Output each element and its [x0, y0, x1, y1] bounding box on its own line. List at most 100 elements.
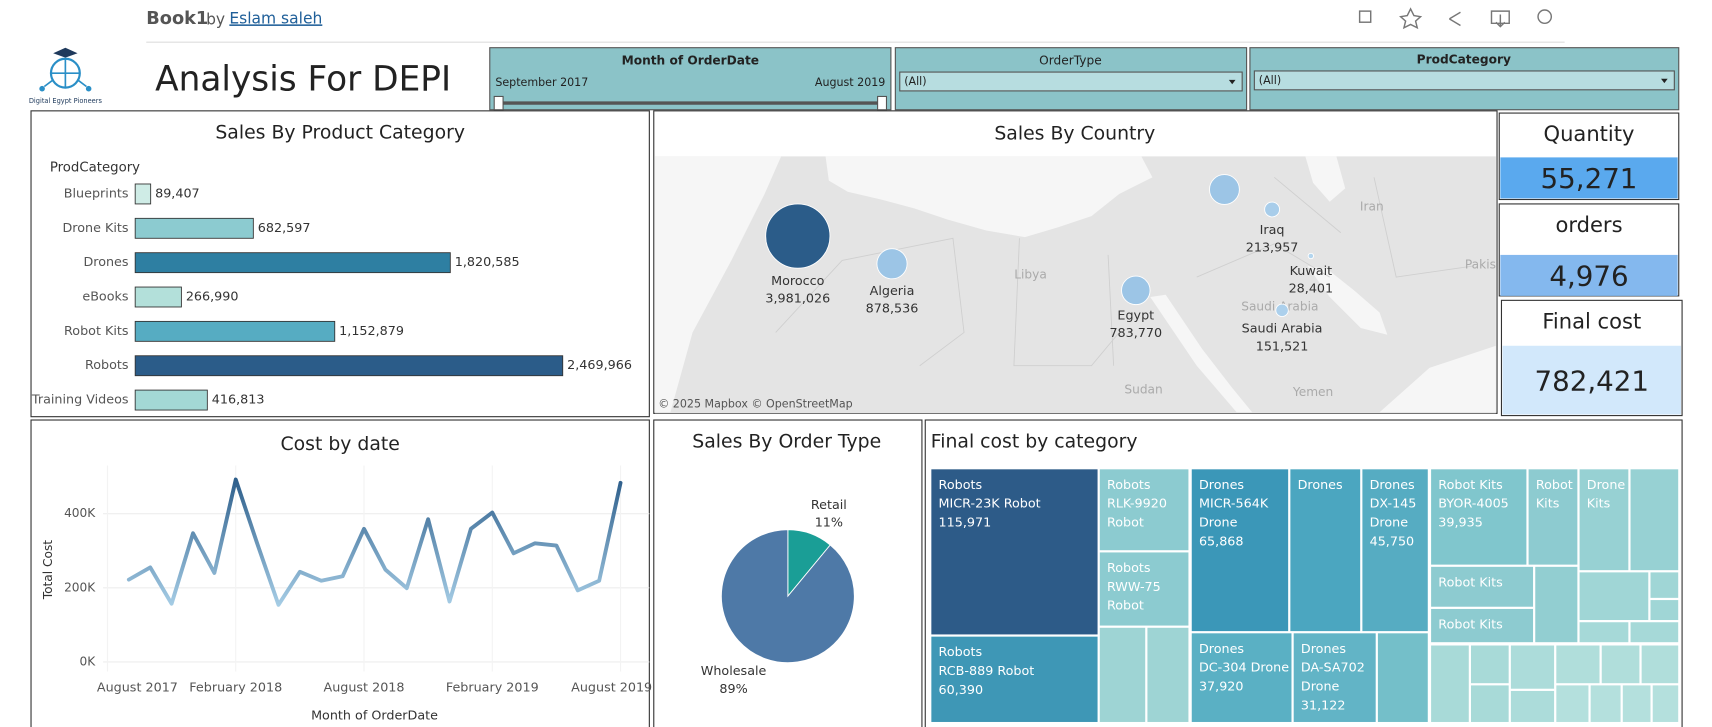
tile-label: Robot	[1107, 516, 1144, 531]
bar	[134, 389, 208, 411]
treemap-tile	[930, 635, 1099, 724]
value-label: 1,820,585	[455, 255, 520, 270]
tile-label: 115,971	[939, 516, 992, 531]
treemap-tile	[1509, 644, 1556, 690]
header: Book1 by Eslam saleh	[146, 7, 1565, 43]
filter-label: ProdCategory	[1417, 52, 1511, 66]
dropdown-arrow	[1228, 79, 1236, 85]
tile-label: BYOR-4005	[1438, 497, 1508, 512]
tile-label: Drones	[1301, 642, 1346, 657]
treemap-tile	[1600, 644, 1641, 685]
tile-label: Drones	[1199, 478, 1244, 493]
treemap-tile	[1289, 468, 1362, 633]
tile-label: 31,122	[1301, 698, 1346, 713]
country-label: Kuwait	[1290, 264, 1333, 279]
place-label: Iran	[1360, 200, 1384, 214]
slice-label: Retail	[811, 498, 847, 513]
logo: Digital Egypt Pioneers	[29, 47, 102, 105]
treemap-tile	[930, 468, 1099, 636]
x-axis-label: Month of OrderDate	[311, 708, 438, 723]
y-tick-label: 400K	[64, 506, 96, 520]
bar	[134, 320, 336, 342]
duplicate-icon[interactable]	[1358, 10, 1372, 23]
tile-label: MICR-564K	[1199, 497, 1269, 512]
value-label: 89,407	[155, 186, 200, 201]
kpi-value: 55,271	[1541, 162, 1638, 195]
dropdown-value: (All)	[1259, 74, 1281, 87]
bar	[134, 355, 564, 377]
treemap-tile	[1469, 644, 1510, 685]
tile-label: Drone	[1301, 680, 1340, 695]
treemap-tile	[1589, 684, 1622, 724]
treemap-tile	[1578, 621, 1630, 644]
author-link[interactable]: Eslam saleh	[229, 9, 322, 27]
y-tick-label: Blueprints	[64, 186, 129, 201]
y-tick-label: eBooks	[82, 290, 129, 305]
treemap-tile	[1534, 565, 1579, 644]
tile-label: 37,920	[1199, 680, 1244, 695]
tile-label: DC-304 Drone	[1199, 661, 1289, 676]
slider-handle[interactable]	[493, 95, 504, 111]
download-icon[interactable]	[1490, 10, 1510, 28]
tile-label: DA-SA702	[1301, 661, 1365, 676]
basemap	[654, 156, 1496, 414]
slider-handle[interactable]	[877, 95, 888, 111]
bubble	[1275, 303, 1289, 318]
treemap-tile	[1190, 468, 1290, 633]
treemap-tile	[1469, 684, 1510, 724]
kpi-value-bg	[1500, 157, 1678, 199]
filter-label: Month of OrderDate	[622, 53, 759, 67]
filter-label: OrderType	[1039, 53, 1102, 67]
tile-label: 60,390	[939, 683, 984, 698]
pie-slice	[720, 529, 855, 664]
tile-label: DX-145	[1370, 497, 1417, 512]
treemap-tile	[1578, 571, 1650, 622]
place-label: Sudan	[1124, 383, 1162, 397]
chart-title: Sales By Country	[994, 124, 1155, 145]
tile-label: Robots	[939, 478, 983, 493]
tile-label: Kits	[1536, 497, 1560, 512]
dropdown[interactable]	[899, 71, 1243, 92]
treemap-tile	[1509, 689, 1556, 724]
x-tick-label: August 2018	[323, 681, 404, 696]
y-tick-label: Drone Kits	[63, 221, 129, 236]
x-tick-label: August 2019	[571, 681, 652, 696]
filters: Month of OrderDate September 2017 August…	[489, 47, 1680, 111]
x-tick-label: February 2018	[189, 681, 282, 696]
treemap-tile	[1361, 468, 1429, 633]
tile-label: Robot Kits	[1438, 618, 1503, 633]
y-tick-label: Training Videos	[31, 393, 129, 408]
tile-label: MICR-23K Robot	[939, 497, 1041, 512]
treemap-tile	[1649, 571, 1680, 599]
y-tick-label: Robots	[85, 358, 129, 373]
bar	[134, 183, 152, 205]
line-panel	[30, 419, 650, 727]
share-icon[interactable]	[1449, 11, 1461, 27]
favorite-icon[interactable]	[1399, 7, 1423, 30]
dropdown[interactable]	[1253, 70, 1675, 91]
tile-label: Drone	[1587, 478, 1626, 493]
tile-label: Robots	[939, 645, 983, 660]
dropdown-value: (All)	[904, 75, 926, 88]
place-label: Yemen	[1292, 385, 1333, 399]
tile-label: Robot Kits	[1438, 575, 1503, 590]
treemap-tile	[1649, 598, 1680, 622]
kpi-value-bg	[1500, 254, 1678, 296]
treemap-tile	[1429, 607, 1535, 644]
workbook-name: Book1	[146, 9, 208, 29]
chart-title: Final cost by category	[931, 432, 1138, 453]
metrics-icon[interactable]	[1537, 9, 1553, 25]
value-label: 266,990	[186, 290, 239, 305]
x-tick-label: February 2019	[446, 681, 539, 696]
by-text: by	[206, 10, 225, 28]
attribution: © 2025 Mapbox © OpenStreetMap	[658, 397, 852, 410]
bubble	[876, 248, 908, 280]
treemap-tile	[1098, 626, 1147, 724]
bar	[134, 252, 451, 274]
treemap-tile	[1651, 684, 1680, 724]
tile-label: Drones	[1370, 478, 1415, 493]
country-label: Algeria	[870, 284, 915, 299]
kpi-value: 4,976	[1549, 260, 1628, 293]
treemap-tile	[1098, 551, 1190, 627]
